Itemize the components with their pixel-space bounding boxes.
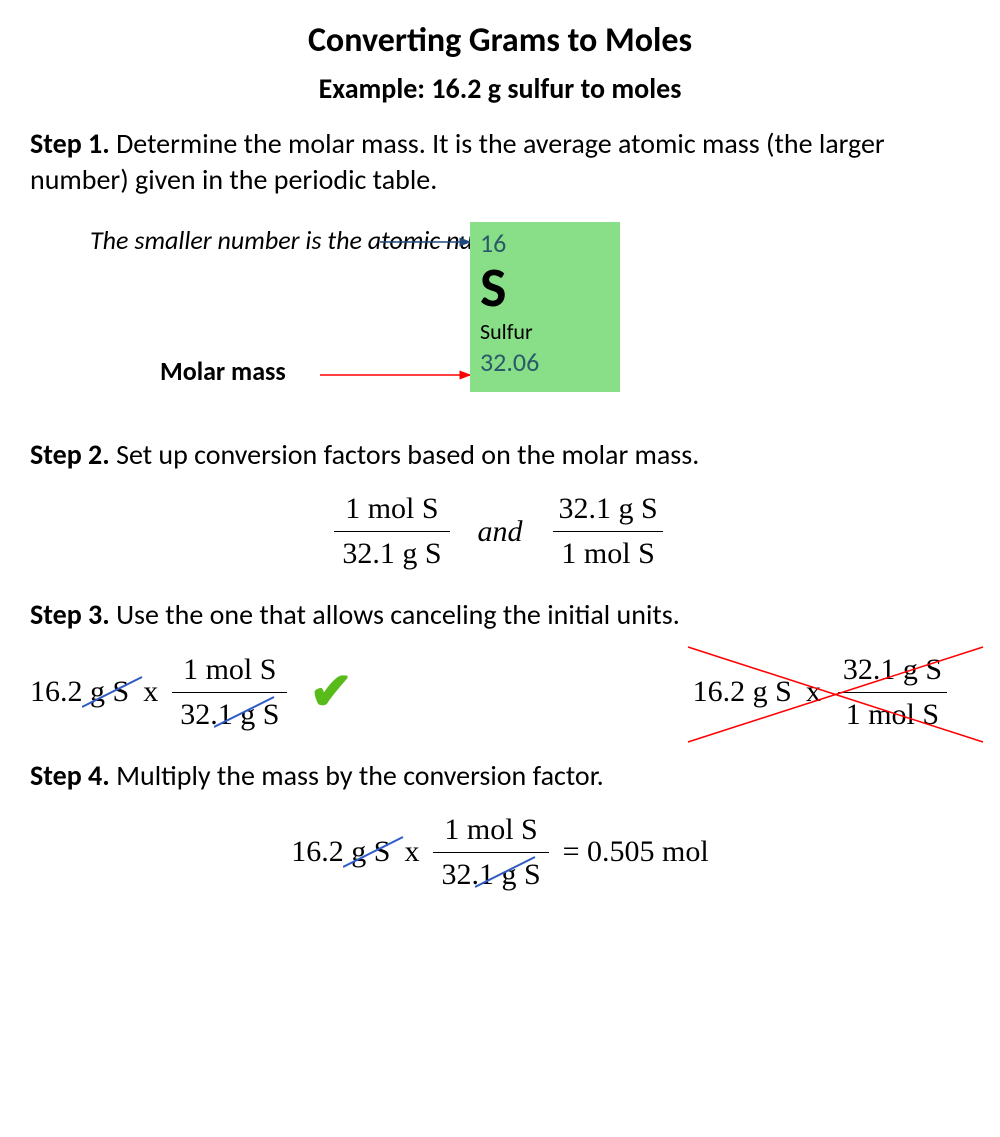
strike-icon (343, 833, 413, 873)
mass-term-left: 16.2 g S (30, 675, 129, 709)
strike-icon (214, 693, 284, 733)
arrow-blue-icon (380, 237, 480, 257)
step-1-text: Determine the molar mass. It is the aver… (30, 126, 885, 197)
checkmark-icon: ✔ (309, 662, 353, 722)
step-2-label: Step 2. (30, 437, 110, 472)
element-name: Sulfur (480, 318, 610, 345)
step-1: Step 1. Determine the molar mass. It is … (30, 126, 970, 199)
element-molar-mass: 32.06 (480, 349, 610, 375)
periodic-element-tile: 16 S Sulfur 32.06 (470, 222, 620, 392)
correct-fraction: 1 mol S 32.1 g S (172, 652, 287, 733)
final-fraction: 1 mol S 32.1 g S (433, 812, 548, 893)
final-result: = 0.505 mol (563, 835, 709, 869)
x-cross-icon (683, 642, 993, 752)
page-subtitle: Example: 16.2 g sulfur to moles (30, 71, 970, 106)
periodic-section: The smaller number is the atomic number.… (30, 217, 970, 417)
step-4-equation: 16.2 g S x 1 mol S 32.1 g S = 0.505 mol (30, 812, 970, 893)
arrow-red-icon (320, 365, 480, 385)
step-2: Step 2. Set up conversion factors based … (30, 437, 970, 473)
step-3-label: Step 3. (30, 597, 110, 632)
step-3-equations: 16.2 g S x 1 mol S 32.1 g S ✔ 16.2 g S x… (30, 652, 970, 733)
correct-frac-num: 1 mol S (175, 652, 284, 692)
strike-icon (475, 853, 545, 893)
molar-mass-note: Molar mass (160, 355, 286, 387)
fraction-1: 1 mol S 32.1 g S (334, 491, 449, 572)
and-label: and (478, 515, 523, 549)
fraction-2-num: 32.1 g S (551, 491, 666, 531)
step-4-text: Multiply the mass by the conversion fact… (116, 758, 604, 793)
page-title: Converting Grams to Moles (30, 20, 970, 61)
final-mass-term: 16.2 g S (291, 835, 390, 869)
final-frac-den: 32.1 g S (433, 852, 548, 893)
step-3-text: Use the one that allows canceling the in… (116, 597, 680, 632)
fraction-1-num: 1 mol S (337, 491, 446, 531)
step-1-label: Step 1. (30, 126, 110, 161)
strike-icon (82, 673, 152, 713)
step-2-text: Set up conversion factors based on the m… (116, 437, 699, 472)
step-4-label: Step 4. (30, 758, 110, 793)
correct-equation: 16.2 g S x 1 mol S 32.1 g S ✔ (30, 652, 353, 733)
final-frac-num: 1 mol S (436, 812, 545, 852)
step-3: Step 3. Use the one that allows cancelin… (30, 597, 970, 633)
step-4: Step 4. Multiply the mass by the convers… (30, 758, 970, 794)
correct-frac-den: 32.1 g S (172, 692, 287, 733)
fraction-2: 32.1 g S 1 mol S (551, 491, 666, 572)
fraction-1-den: 32.1 g S (334, 531, 449, 572)
incorrect-equation: 16.2 g S x 32.1 g S 1 mol S (693, 652, 970, 733)
fraction-2-den: 1 mol S (553, 531, 662, 572)
conversion-factors: 1 mol S 32.1 g S and 32.1 g S 1 mol S (30, 491, 970, 572)
atomic-number: 16 (480, 230, 610, 256)
element-symbol: S (480, 260, 610, 316)
